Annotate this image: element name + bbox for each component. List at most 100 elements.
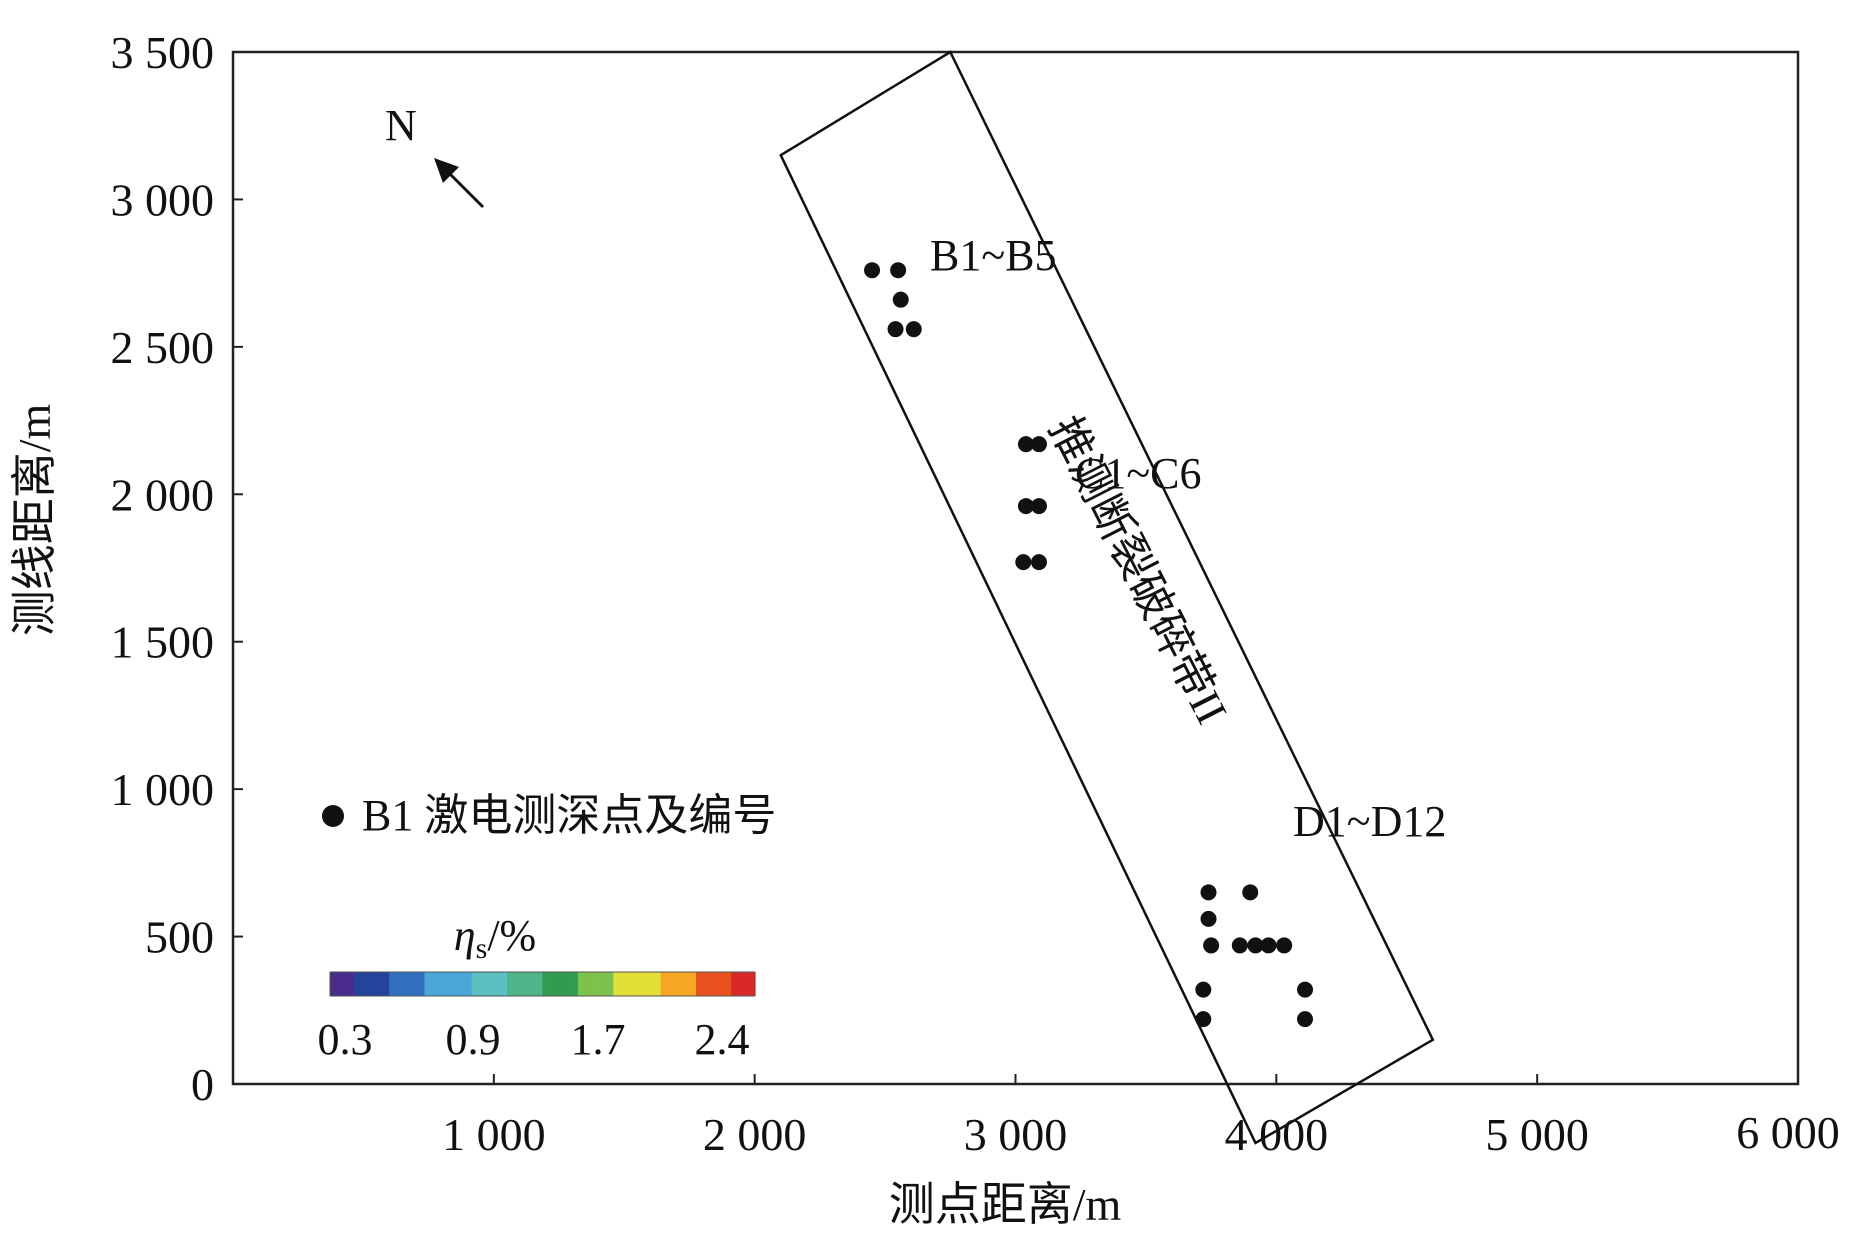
colorbar-swatch bbox=[495, 972, 508, 996]
low-zone-core bbox=[1520, 409, 1710, 579]
survey-point bbox=[890, 262, 907, 279]
colorbar-swatch bbox=[389, 972, 402, 996]
colorbar-swatch bbox=[577, 972, 591, 996]
colorbar-tick-label: 2.4 bbox=[695, 1015, 750, 1064]
survey-point bbox=[1231, 937, 1248, 954]
label-b-group: B1~B5 bbox=[930, 231, 1057, 280]
field-belt bbox=[233, 332, 794, 406]
field-belt bbox=[794, 52, 1224, 332]
colorbar-swatch bbox=[353, 972, 367, 996]
colorbar-swatch bbox=[648, 972, 662, 996]
colorbar-swatch bbox=[672, 972, 685, 996]
colorbar-swatch bbox=[377, 972, 390, 996]
colorbar-swatch bbox=[743, 972, 756, 996]
survey-point bbox=[1276, 937, 1293, 954]
colorbar-swatch bbox=[684, 972, 697, 996]
legend-text: B1 激电测深点及编号 bbox=[362, 791, 776, 840]
colorbar-swatch bbox=[719, 972, 732, 996]
survey-point bbox=[1015, 554, 1032, 571]
survey-point bbox=[1200, 884, 1217, 901]
field-belt bbox=[1146, 819, 1381, 1025]
colorbar-swatch bbox=[660, 972, 673, 996]
colorbar-title: ηs/% bbox=[454, 911, 536, 965]
x-tick-label: 3 000 bbox=[964, 1109, 1068, 1160]
x-axis: 1 000 2 000 3 000 4 000 5 000 6 000 bbox=[442, 1074, 1840, 1160]
colorbar-swatch bbox=[625, 972, 638, 996]
north-arrow: N bbox=[385, 101, 485, 209]
low-zone-outer bbox=[1465, 364, 1765, 624]
colorbar-swatch bbox=[483, 972, 496, 996]
survey-point bbox=[905, 321, 922, 338]
colorbar-swatch bbox=[365, 972, 378, 996]
survey-point bbox=[1195, 981, 1212, 998]
colorbar-tick-label: 1.7 bbox=[571, 1015, 626, 1064]
x-tick-label: 4 000 bbox=[1225, 1109, 1329, 1160]
colorbar-tick-label: 0.3 bbox=[318, 1015, 373, 1064]
north-label: N bbox=[385, 101, 417, 150]
field-anomalies bbox=[780, 208, 1420, 1087]
survey-point bbox=[892, 291, 909, 308]
survey-point bbox=[887, 321, 904, 338]
x-tick-label: 2 000 bbox=[703, 1109, 807, 1160]
survey-point bbox=[1030, 554, 1047, 571]
colorbar-swatch bbox=[707, 972, 721, 996]
anomaly-ring bbox=[1138, 838, 1362, 1036]
y-tick-label: 0 bbox=[191, 1059, 214, 1110]
x-tick-label: 5 000 bbox=[1485, 1109, 1589, 1160]
survey-point bbox=[1017, 436, 1034, 453]
y-tick-label: 1 000 bbox=[111, 764, 215, 815]
survey-point bbox=[1017, 498, 1034, 515]
colorbar-swatch bbox=[530, 972, 544, 996]
survey-point bbox=[1297, 981, 1314, 998]
colorbar-swatch bbox=[554, 972, 567, 996]
anomaly-ring bbox=[1109, 812, 1391, 1061]
legend-dot-icon bbox=[322, 805, 344, 827]
y-tick-label: 2 500 bbox=[111, 322, 215, 373]
survey-point bbox=[1200, 910, 1217, 927]
colorbar: ηs/% 0.3 0.9 1.7 2.4 bbox=[318, 911, 756, 1064]
survey-point bbox=[1297, 1011, 1314, 1028]
y-tick-label: 500 bbox=[145, 912, 214, 963]
survey-point bbox=[1195, 1011, 1212, 1028]
y-tick-label: 1 500 bbox=[111, 617, 215, 668]
survey-point bbox=[1242, 884, 1259, 901]
y-tick-label: 2 000 bbox=[111, 469, 215, 520]
x-tick-label: 6 000 bbox=[1736, 1107, 1840, 1158]
survey-point bbox=[1203, 937, 1220, 954]
colorbar-swatch bbox=[412, 972, 426, 996]
colorbar-swatch bbox=[542, 972, 555, 996]
colorbar-swatch bbox=[636, 972, 650, 996]
x-axis-title: 测点距离/m bbox=[889, 1179, 1122, 1230]
north-arrowhead-icon bbox=[434, 158, 459, 183]
low-zone-outer bbox=[1309, 394, 1609, 654]
label-d-group: D1~D12 bbox=[1293, 797, 1446, 846]
survey-point bbox=[1260, 937, 1277, 954]
field-belt bbox=[898, 376, 1041, 789]
fault-zone-rectangle bbox=[779, 50, 1435, 1145]
colorbar-swatch bbox=[341, 972, 355, 996]
colorbar-swatch bbox=[613, 972, 626, 996]
survey-point bbox=[1247, 937, 1264, 954]
colorbar-swatch bbox=[471, 972, 485, 996]
survey-point bbox=[864, 262, 881, 279]
y-axis: 0 500 1 000 1 500 2 000 2 500 3 000 3 500 bbox=[111, 27, 243, 1110]
north-arrow-icon bbox=[443, 167, 485, 209]
colorbar-swatch bbox=[330, 972, 343, 996]
y-axis-title: 测线距离/m bbox=[9, 404, 60, 637]
anomaly-ring bbox=[1196, 889, 1305, 985]
y-tick-label: 3 500 bbox=[111, 27, 215, 78]
colorbar-swatch bbox=[459, 972, 473, 996]
colorbar-swatch bbox=[589, 972, 603, 996]
colorbar-swatch bbox=[518, 972, 532, 996]
colorbar-tick-label: 0.9 bbox=[446, 1015, 501, 1064]
colorbar-swatch bbox=[424, 972, 437, 996]
colorbar-swatch bbox=[448, 972, 461, 996]
colorbar-frame bbox=[329, 971, 756, 997]
colorbar-swatch bbox=[566, 972, 579, 996]
colorbar-swatch bbox=[400, 972, 414, 996]
field-blobs bbox=[233, 52, 1765, 1025]
colorbar-swatch bbox=[695, 972, 709, 996]
point-legend: B1 激电测深点及编号 bbox=[322, 791, 776, 840]
y-tick-label: 3 000 bbox=[111, 174, 215, 225]
